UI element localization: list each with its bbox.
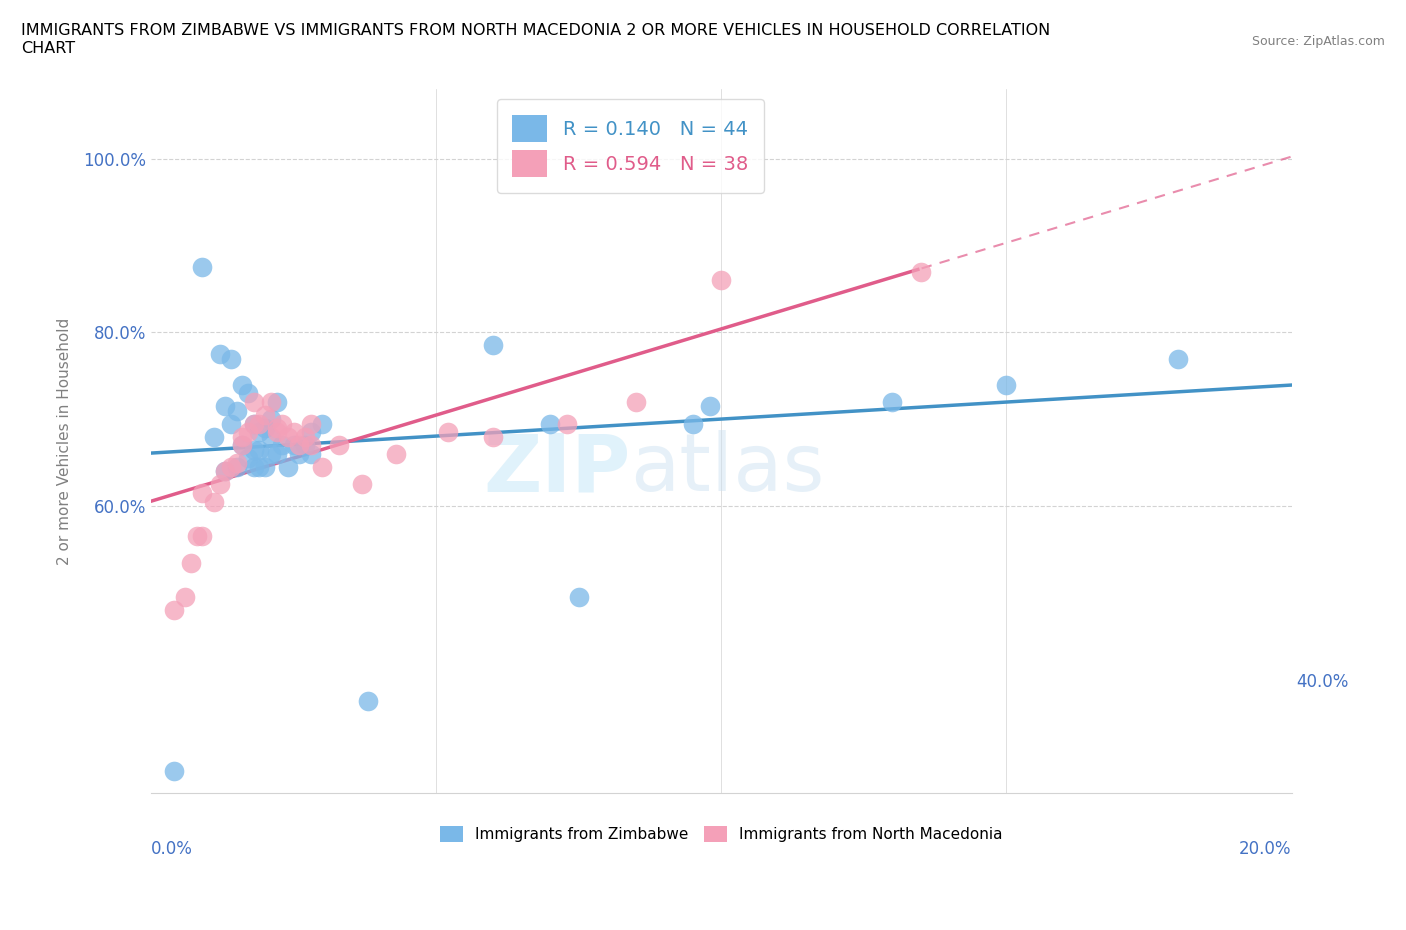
Point: [260, 394, 283, 409]
Point: [236, 425, 259, 440]
Text: 0.0%: 0.0%: [152, 841, 193, 858]
Point: [357, 694, 380, 709]
Point: [299, 417, 322, 432]
Point: [231, 438, 253, 453]
Point: [231, 438, 253, 453]
Point: [186, 529, 208, 544]
Point: [208, 477, 231, 492]
Point: [568, 590, 591, 604]
Point: [249, 417, 271, 432]
Point: [288, 446, 311, 461]
Point: [557, 417, 579, 432]
Point: [191, 259, 214, 274]
Point: [266, 420, 288, 435]
Point: [254, 407, 277, 422]
Point: [231, 430, 253, 445]
Point: [236, 451, 259, 466]
Point: [202, 495, 225, 510]
Point: [254, 420, 277, 435]
Point: [299, 438, 322, 453]
Point: [163, 764, 186, 778]
Point: [219, 459, 242, 474]
Point: [214, 464, 236, 479]
Point: [180, 555, 202, 570]
Point: [294, 438, 316, 453]
Point: [352, 477, 374, 492]
Point: [266, 446, 288, 461]
Point: [219, 417, 242, 432]
Point: [299, 446, 322, 461]
Point: [243, 443, 266, 458]
Point: [288, 438, 311, 453]
Point: [299, 425, 322, 440]
Point: [254, 459, 277, 474]
Point: [311, 417, 333, 432]
Point: [682, 417, 704, 432]
Point: [225, 459, 247, 474]
Point: [243, 394, 266, 409]
Text: IMMIGRANTS FROM ZIMBABWE VS IMMIGRANTS FROM NORTH MACEDONIA 2 OR MORE VEHICLES I: IMMIGRANTS FROM ZIMBABWE VS IMMIGRANTS F…: [21, 23, 1050, 56]
Point: [214, 464, 236, 479]
Point: [1167, 352, 1189, 366]
Text: Source: ZipAtlas.com: Source: ZipAtlas.com: [1251, 35, 1385, 48]
Point: [243, 417, 266, 432]
Point: [311, 459, 333, 474]
Point: [191, 485, 214, 500]
Text: ZIP: ZIP: [482, 430, 630, 508]
Point: [174, 590, 197, 604]
Point: [191, 529, 214, 544]
Point: [482, 430, 505, 445]
Point: [277, 430, 299, 445]
Point: [225, 404, 247, 418]
Point: [482, 338, 505, 352]
Point: [243, 459, 266, 474]
Point: [266, 425, 288, 440]
Y-axis label: 2 or more Vehicles in Household: 2 or more Vehicles in Household: [58, 317, 72, 565]
Point: [385, 446, 408, 461]
Legend: Immigrants from Zimbabwe, Immigrants from North Macedonia: Immigrants from Zimbabwe, Immigrants fro…: [434, 820, 1008, 848]
Text: 20.0%: 20.0%: [1239, 841, 1292, 858]
Point: [208, 347, 231, 362]
Point: [260, 430, 283, 445]
Point: [271, 417, 294, 432]
Point: [624, 394, 647, 409]
Point: [243, 417, 266, 432]
Point: [260, 412, 283, 427]
Point: [910, 264, 932, 279]
Point: [328, 438, 350, 453]
Point: [699, 399, 721, 414]
Point: [294, 430, 316, 445]
Text: atlas: atlas: [630, 430, 824, 508]
Point: [249, 459, 271, 474]
Point: [710, 272, 733, 287]
Point: [219, 352, 242, 366]
Point: [236, 386, 259, 401]
Point: [266, 394, 288, 409]
Point: [436, 425, 458, 440]
Point: [271, 438, 294, 453]
Point: [231, 378, 253, 392]
Point: [202, 430, 225, 445]
Point: [260, 446, 283, 461]
Point: [225, 456, 247, 471]
Point: [882, 394, 904, 409]
Point: [283, 438, 305, 453]
Point: [249, 443, 271, 458]
Point: [163, 603, 186, 618]
Point: [277, 459, 299, 474]
Point: [995, 378, 1018, 392]
Point: [249, 425, 271, 440]
Point: [538, 417, 561, 432]
Point: [214, 399, 236, 414]
Point: [283, 425, 305, 440]
